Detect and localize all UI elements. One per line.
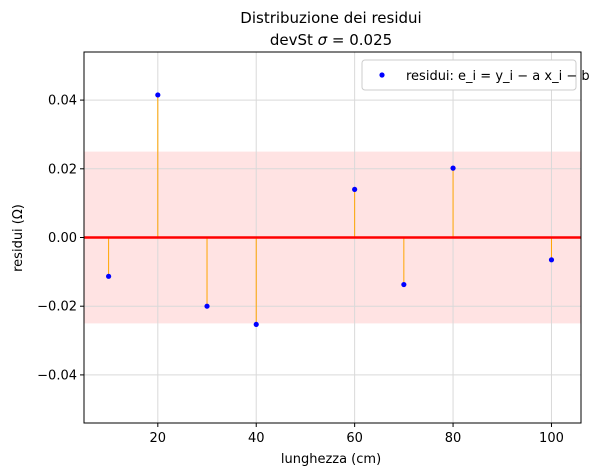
x-tick-label: 100 xyxy=(539,431,564,446)
y-tick-label: −0.02 xyxy=(37,300,77,315)
legend: residui: e_i = y_i − a x_i − b xyxy=(361,59,589,91)
y-tick-label: 0.00 xyxy=(48,231,77,246)
residual-point xyxy=(401,281,407,288)
legend-box xyxy=(361,59,577,91)
x-axis-label: lunghezza (cm) xyxy=(281,452,381,467)
y-tick-label: 0.04 xyxy=(48,94,77,109)
chart-subtitle: devSt σ = 0.025 xyxy=(270,31,392,49)
residual-point xyxy=(204,303,210,309)
y-tick-label: −0.04 xyxy=(37,368,77,383)
x-tick-label: 80 xyxy=(445,431,462,446)
residual-point xyxy=(106,273,112,279)
legend-label: residui: e_i = y_i − a x_i − b xyxy=(406,69,589,84)
residual-point xyxy=(253,321,259,328)
chart-title: Distribuzione dei residui xyxy=(240,9,421,27)
x-tick-label: 20 xyxy=(150,431,167,446)
residual-point xyxy=(548,257,555,263)
residual-point xyxy=(352,186,358,193)
legend-marker xyxy=(379,72,385,78)
x-tick-label: 60 xyxy=(346,431,363,446)
y-tick-label: 0.02 xyxy=(48,162,77,177)
residual-point xyxy=(450,165,456,171)
y-axis-label: residui (Ω) xyxy=(11,204,26,272)
residual-point xyxy=(155,92,161,98)
x-tick-label: 40 xyxy=(248,431,265,446)
